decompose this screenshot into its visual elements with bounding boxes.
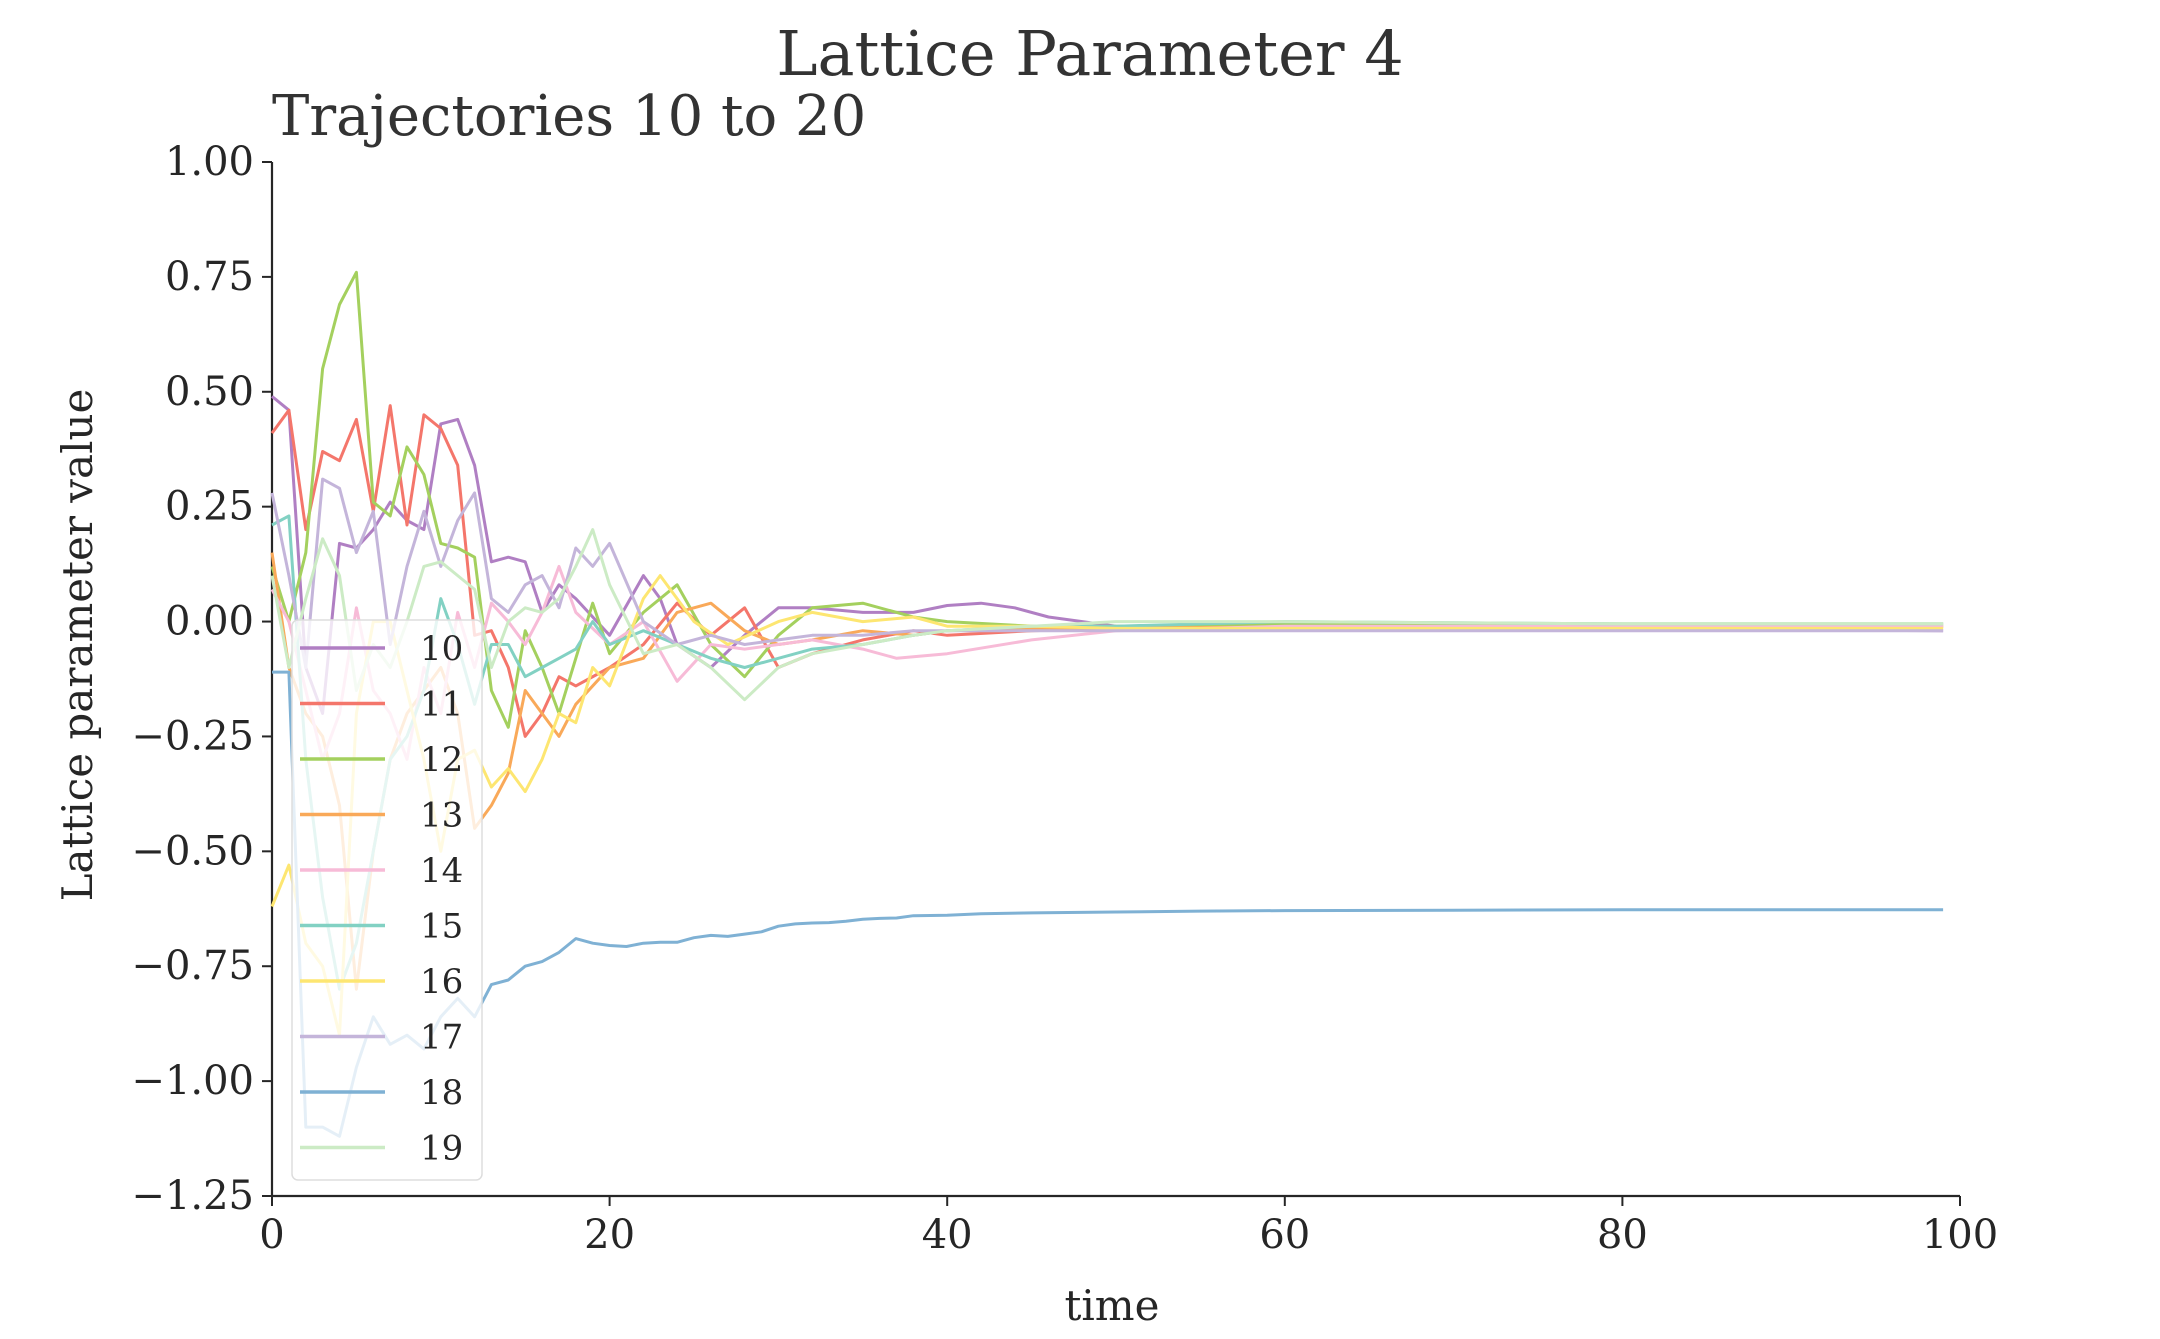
y-tick-label: −1.25 bbox=[131, 1173, 254, 1219]
x-tick-label: 20 bbox=[584, 1212, 635, 1258]
legend-label: 14 bbox=[420, 851, 463, 891]
y-tick-label: −0.50 bbox=[131, 828, 254, 874]
legend-label: 11 bbox=[420, 685, 463, 725]
y-tick-label: 0.75 bbox=[165, 254, 254, 300]
x-axis-label: time bbox=[1065, 1281, 1160, 1330]
legend-label: 16 bbox=[420, 962, 463, 1002]
x-tick-label: 0 bbox=[259, 1212, 284, 1258]
series-line-12 bbox=[270, 270, 1944, 729]
series-line-13 bbox=[270, 552, 1944, 991]
x-tick-label: 100 bbox=[1922, 1212, 1998, 1258]
y-tick-label: 0.25 bbox=[165, 484, 254, 530]
legend-label: 13 bbox=[420, 796, 463, 836]
legend-label: 18 bbox=[420, 1073, 463, 1113]
y-tick-label: −0.25 bbox=[131, 713, 254, 759]
legend-label: 12 bbox=[420, 740, 463, 780]
x-tick-label: 60 bbox=[1259, 1212, 1310, 1258]
legend-label: 15 bbox=[420, 907, 463, 947]
y-tick-label: 0.50 bbox=[165, 369, 254, 415]
series-lines bbox=[270, 270, 1944, 1138]
series-line-18 bbox=[272, 670, 1944, 1138]
series-line-17 bbox=[270, 477, 1944, 669]
y-tick-label: −1.00 bbox=[131, 1058, 254, 1104]
y-tick-label: −0.75 bbox=[131, 943, 254, 989]
x-tick-label: 40 bbox=[922, 1212, 973, 1258]
chart-title: Lattice Parameter 4 bbox=[776, 17, 1403, 90]
y-tick-label: 1.00 bbox=[165, 139, 254, 185]
legend-label: 10 bbox=[420, 629, 463, 669]
y-axis-label: Lattice parameter value bbox=[53, 389, 102, 902]
series-line-11 bbox=[270, 404, 1944, 738]
axes: 0 20 40 60 80 100 1.00 0.75 0.50 0.25 0.00 −0.25 −0.… bbox=[131, 139, 1998, 1258]
legend-label: 17 bbox=[420, 1018, 463, 1058]
series-line-10 bbox=[271, 395, 1944, 715]
chart-subtitle: Trajectories 10 to 20 bbox=[272, 84, 866, 149]
legend-label: 19 bbox=[420, 1129, 463, 1169]
legend: 10 11 12 13 14 15 16 17 18 19 bbox=[291, 619, 483, 1181]
y-tick-label: 0.00 bbox=[165, 599, 254, 645]
x-tick-label: 80 bbox=[1597, 1212, 1648, 1258]
